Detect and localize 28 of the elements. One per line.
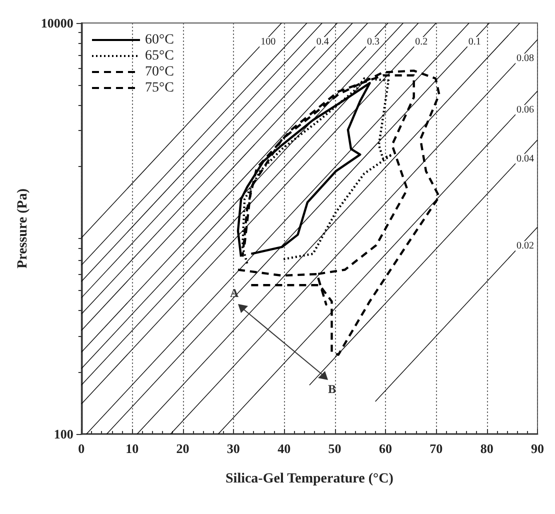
legend-label: 70°C (145, 64, 174, 80)
series-label: 0.1 (468, 36, 481, 48)
y-tick-label: 10000 (40, 16, 74, 30)
x-tick-label: 50 (328, 441, 342, 456)
series-label: 0.06 (516, 104, 534, 116)
x-tick-label: 40 (278, 441, 291, 456)
series-label: 0.4 (316, 36, 329, 48)
annotation: A (230, 286, 239, 300)
annotation: B (328, 382, 336, 396)
x-tick-label: 30 (226, 441, 240, 456)
x-tick-label: 80 (480, 441, 494, 456)
series-label: 0.3 (367, 36, 380, 48)
x-tick-label: 20 (176, 441, 190, 456)
x-tick-label: 90 (531, 441, 544, 456)
legend-label: 60°C (145, 32, 174, 48)
series-label: 0.2 (415, 36, 428, 48)
legend-label: 75°C (145, 80, 174, 96)
y-axis-title: Pressure (Pa) (16, 188, 30, 268)
x-tick-label: 60 (378, 441, 392, 456)
x-tick-label: 0 (78, 441, 85, 456)
series-label: 0.02 (516, 240, 534, 252)
legend-label: 65°C (145, 48, 174, 64)
series-label: 0.08 (516, 53, 534, 64)
series-label: 0.04 (516, 153, 534, 164)
x-tick-label: 10 (126, 441, 139, 456)
series-label: 100 (260, 36, 276, 48)
x-axis-title: Silica-Gel Temperature (°C) (226, 472, 394, 486)
x-tick-label: 70 (430, 441, 443, 456)
